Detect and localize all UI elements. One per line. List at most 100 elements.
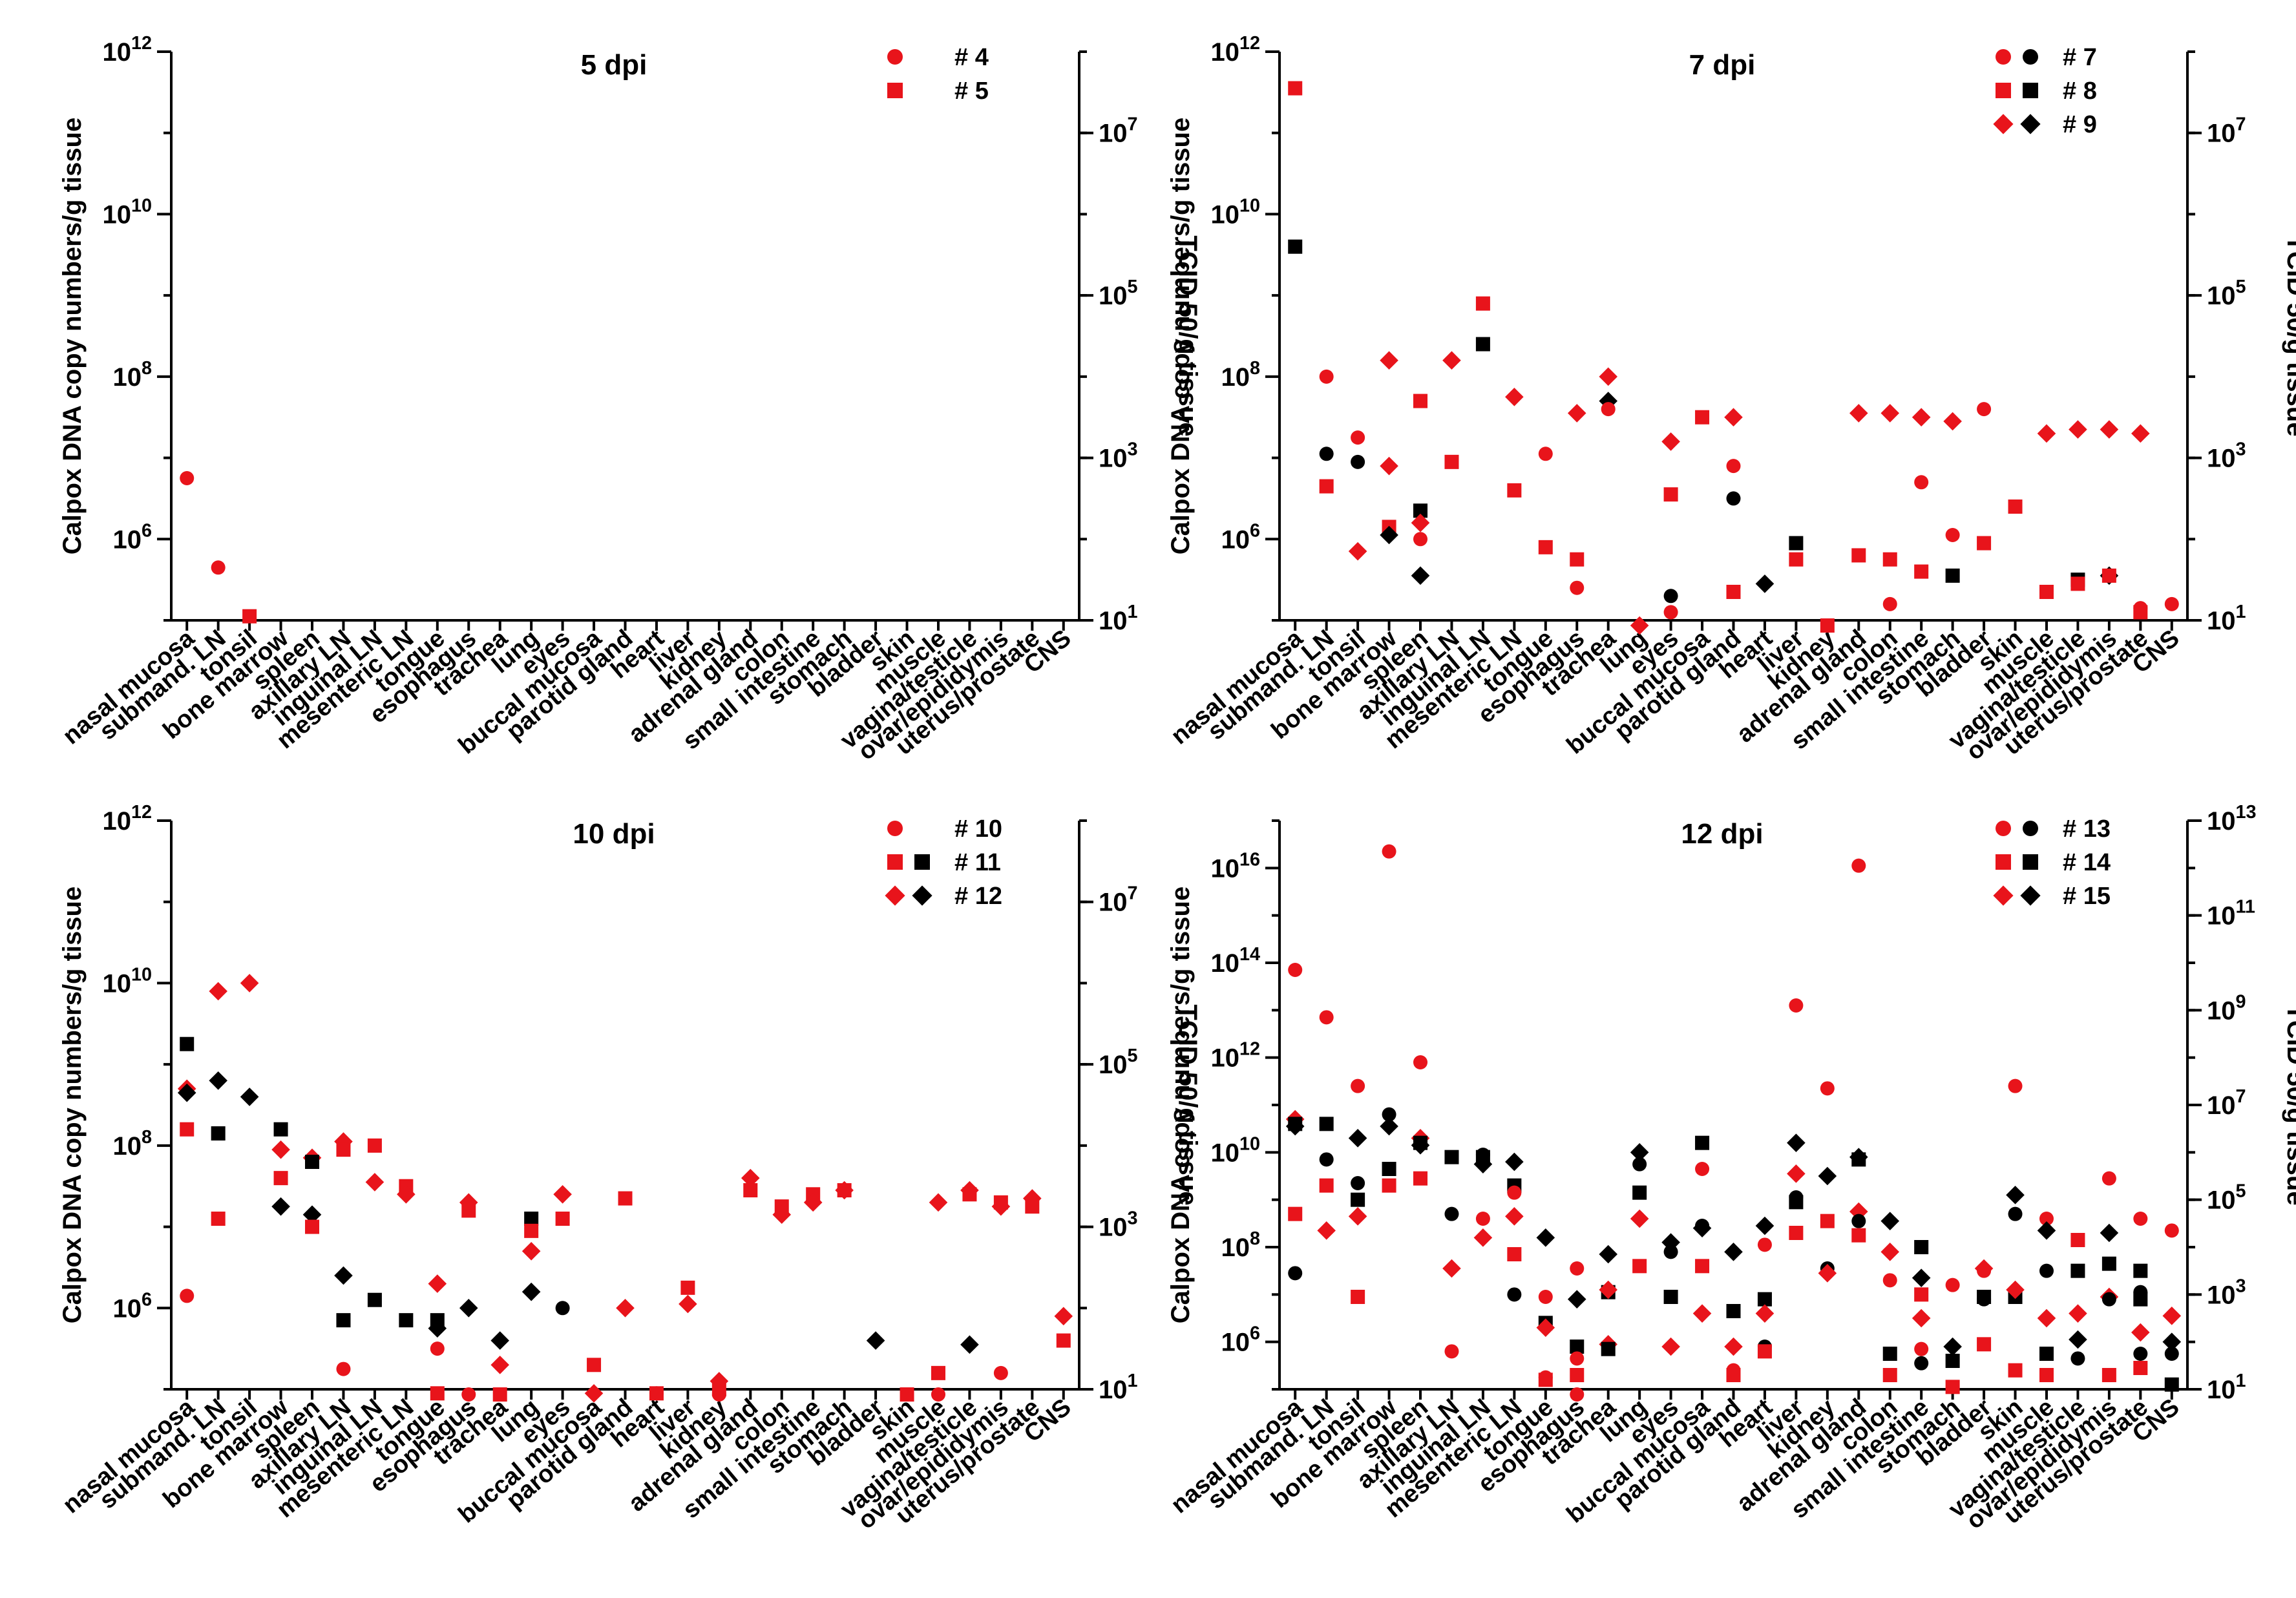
data-point-muscle xyxy=(2037,1221,2056,1240)
data-point-tonsil xyxy=(1351,1290,1365,1304)
data-point-bone-marrow xyxy=(1380,456,1398,476)
legend-label: # 15 xyxy=(2063,883,2111,910)
data-point-muscle xyxy=(2037,1309,2056,1328)
data-point-liver xyxy=(680,1280,695,1295)
data-point-parotid-gland xyxy=(1726,585,1741,599)
data-point-submand-ln xyxy=(211,1212,226,1226)
data-point-muscle xyxy=(929,1193,948,1212)
data-point-uterus-prostate xyxy=(2131,1323,2150,1342)
data-point-muscle xyxy=(931,1387,945,1402)
data-point-uterus-prostate xyxy=(2133,1292,2148,1307)
data-point-submand-ln xyxy=(211,1126,226,1141)
data-point-eyes xyxy=(1663,605,1678,620)
data-point-parotid-gland xyxy=(1726,1304,1741,1318)
data-point-cns xyxy=(2162,1332,2182,1351)
data-point-buccal-mucosa xyxy=(584,1383,604,1403)
data-point-buccal-mucosa xyxy=(1695,1259,1710,1274)
data-point-spleen xyxy=(305,1219,320,1234)
y2-tick-label: 105 xyxy=(2207,277,2246,310)
legend-marker-diamond-red xyxy=(1993,114,2014,134)
y2-tick-label: 101 xyxy=(1099,602,1138,635)
data-point-tongue xyxy=(1538,540,1553,554)
data-point-tongue xyxy=(428,1319,447,1338)
data-point-ovar-epididymis xyxy=(2101,1368,2116,1382)
data-point-bladder xyxy=(1977,536,1992,551)
data-point-tonsil xyxy=(1351,1176,1365,1190)
data-point-uterus-prostate xyxy=(2133,1212,2148,1226)
data-point-spleen xyxy=(1413,394,1428,408)
data-point-trachea xyxy=(1599,392,1618,410)
y-tick-label: 108 xyxy=(1221,1228,1260,1262)
data-point-spleen xyxy=(1413,1055,1428,1069)
data-point-small-intestine xyxy=(1914,1356,1929,1371)
data-point-lung xyxy=(1630,1143,1649,1162)
y-tick-label: 1012 xyxy=(102,802,152,836)
data-point-submand-ln xyxy=(209,1071,227,1090)
legend-entry-4: # 4 xyxy=(887,44,989,71)
data-point-tongue xyxy=(1538,1370,1553,1385)
data-point-parotid-gland xyxy=(1724,408,1743,427)
data-point-tonsil xyxy=(1348,1207,1367,1226)
data-point-mesenteric-ln xyxy=(1507,1247,1522,1261)
data-point-tongue xyxy=(430,1386,445,1401)
data-point-eyes xyxy=(1663,589,1678,604)
data-point-ovar-epididymis xyxy=(2101,1171,2116,1186)
data-point-small-intestine xyxy=(803,1193,823,1212)
data-point-spleen xyxy=(302,1205,322,1225)
data-point-liver xyxy=(1787,1133,1806,1152)
data-point-kidney xyxy=(710,1372,729,1391)
data-point-ovar-epididymis xyxy=(2101,568,2116,583)
data-point-parotid-gland xyxy=(1726,459,1741,474)
data-point-colon xyxy=(1882,552,1897,567)
data-point-spleen xyxy=(1413,532,1428,547)
legend-label: # 5 xyxy=(954,78,989,105)
y-axis-title: Calpox DNA copy numbers/g tissue xyxy=(1166,118,1195,554)
legend-label: # 12 xyxy=(954,883,1002,910)
data-point-bladder xyxy=(1977,1292,1992,1307)
data-point-submand-ln xyxy=(1319,369,1334,384)
y2-axis-title: TCID 50/g tissue xyxy=(2282,1004,2296,1205)
data-point-small-intestine xyxy=(1914,1240,1929,1254)
data-point-uterus-prostate xyxy=(2133,1347,2148,1361)
data-points xyxy=(1288,81,2179,635)
data-point-trachea xyxy=(1599,367,1618,386)
y-tick-label: 106 xyxy=(112,520,152,554)
data-point-bone-marrow xyxy=(273,1171,288,1186)
data-point-uterus-prostate xyxy=(2133,1361,2148,1375)
legend-label: # 8 xyxy=(2063,78,2097,105)
data-point-bone-marrow xyxy=(1382,1107,1396,1122)
data-point-vagina-testicle xyxy=(2070,1351,2085,1366)
data-point-stomach xyxy=(1945,1354,1960,1368)
data-point-uterus-prostate xyxy=(1025,1199,1040,1214)
data-point-stomach xyxy=(1945,1380,1960,1394)
y-tick-label: 1010 xyxy=(1210,195,1260,229)
data-point-tongue xyxy=(1536,1228,1555,1247)
data-point-cns xyxy=(2164,1223,2179,1238)
data-point-buccal-mucosa xyxy=(1695,1135,1710,1150)
data-point-trachea xyxy=(1601,402,1616,417)
y2-tick-label: 109 xyxy=(2207,991,2246,1025)
data-point-small-intestine xyxy=(1914,564,1929,579)
data-point-mesenteric-ln xyxy=(1505,387,1524,406)
data-point-nasal-mucosa xyxy=(1285,1117,1305,1136)
y2-tick-label: 103 xyxy=(1099,1208,1138,1242)
data-point-adrenal-gland xyxy=(1849,404,1868,423)
data-point-ovar-epididymis xyxy=(991,1197,1011,1216)
data-point-submand-ln xyxy=(211,560,226,575)
data-point-colon xyxy=(772,1205,792,1225)
data-point-muscle xyxy=(2037,424,2056,443)
data-point-mesenteric-ln xyxy=(1507,1185,1522,1200)
legend-entry-13: # 13 xyxy=(1996,815,2111,843)
y2-tick-label: 105 xyxy=(2207,1181,2246,1215)
data-point-vagina-testicle xyxy=(2069,1304,2087,1323)
data-point-heart xyxy=(1755,574,1775,593)
data-point-esophagus xyxy=(1570,1368,1585,1382)
y2-tick-label: 107 xyxy=(2207,1086,2246,1120)
data-point-tonsil xyxy=(242,609,257,624)
data-point-spleen xyxy=(1411,513,1430,532)
data-point-tongue xyxy=(1536,1318,1555,1337)
chart-title: 7 dpi xyxy=(1689,49,1756,81)
y2-tick-label: 103 xyxy=(1099,439,1138,473)
chart-title: 12 dpi xyxy=(1681,818,1763,850)
